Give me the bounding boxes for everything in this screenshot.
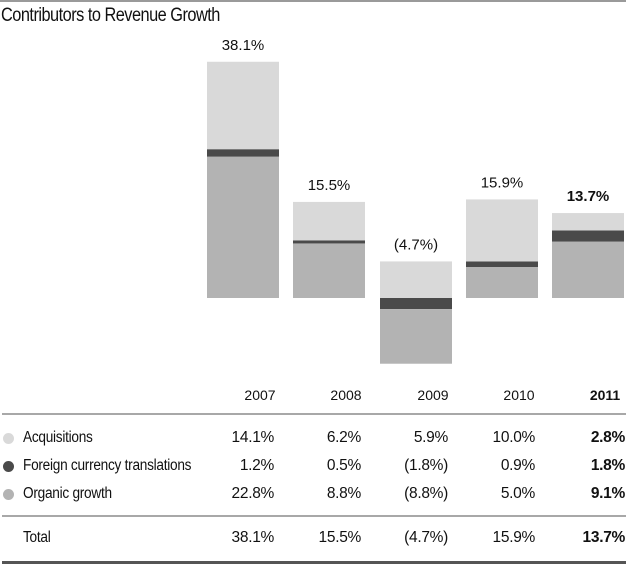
bars-group xyxy=(207,61,624,364)
cell-acquisitions-2009: 5.9% xyxy=(413,429,448,446)
bar-segment-fx-2008 xyxy=(293,240,365,244)
bar-segment-organic-2008 xyxy=(293,243,365,298)
cell-organic-2009: (8.8%) xyxy=(404,485,448,502)
cell-organic-2010: 5.0% xyxy=(500,485,535,502)
total-label-2011: 13.7% xyxy=(567,188,610,205)
legend-dot-acquisitions-icon xyxy=(3,433,14,444)
total-label-2010: 15.9% xyxy=(481,174,524,191)
row-label: Acquisitions xyxy=(23,429,93,446)
cell-total-2008: 15.5% xyxy=(318,529,362,546)
cell-acquisitions-2007: 14.1% xyxy=(231,429,275,446)
table-row-organic: Organic growth 22.8% 8.8% (8.8%) 5.0% 9.1% xyxy=(0,484,626,506)
row-label: Organic growth xyxy=(23,485,112,502)
year-label-2011: 2011 xyxy=(590,387,621,403)
bar-segment-fx-2009 xyxy=(380,298,452,310)
cell-total-2011: 13.7% xyxy=(582,529,626,546)
cell-organic-2011: 9.1% xyxy=(590,485,625,502)
total-labels-group: 38.1% 15.5% (4.7%) 15.9% 13.7% xyxy=(222,37,610,254)
bar-segment-organic-2009 xyxy=(380,309,452,364)
cell-total-2009: (4.7%) xyxy=(404,529,448,546)
table-row-acquisitions: Acquisitions 14.1% 6.2% 5.9% 10.0% 2.8% xyxy=(0,428,626,450)
total-label-2007: 38.1% xyxy=(222,37,265,54)
total-label-2009: (4.7%) xyxy=(394,236,438,253)
legend-dot-fx-icon xyxy=(3,461,14,472)
cell-total-2007: 38.1% xyxy=(231,529,275,546)
total-row: Total 38.1% 15.5% (4.7%) 15.9% 13.7% xyxy=(0,528,626,550)
table-row-fx: Foreign currency translations 1.2% 0.5% (1.… xyxy=(0,456,626,478)
cell-fx-2010: 0.9% xyxy=(500,457,535,474)
cell-organic-2007: 22.8% xyxy=(231,485,275,502)
cell-fx-2007: 1.2% xyxy=(239,457,274,474)
bar-segment-organic-2011 xyxy=(552,241,624,298)
bar-segment-fx-2010 xyxy=(466,261,538,267)
cell-fx-2008: 0.5% xyxy=(326,457,361,474)
bottom-rule xyxy=(2,561,626,564)
bar-segment-fx-2011 xyxy=(552,230,624,242)
bar-segment-organic-2007 xyxy=(207,156,279,298)
cell-total-2010: 15.9% xyxy=(492,529,536,546)
cell-fx-2011: 1.8% xyxy=(590,457,625,474)
stacked-bar-chart: 38.1%15.5%(4.7%)15.9%13.7% 2007 2008 2009 2… xyxy=(207,37,624,403)
bar-segment-acquisitions-2009 xyxy=(380,261,452,298)
bar-segment-acquisitions-2008 xyxy=(293,201,365,241)
bar-segment-organic-2010 xyxy=(466,267,538,298)
year-label-2010: 2010 xyxy=(503,387,534,403)
total-label-2008: 15.5% xyxy=(308,177,351,194)
bar-segment-fx-2007 xyxy=(207,149,279,157)
top-rule xyxy=(0,0,626,2)
year-labels-group: 2007 2008 2009 2010 2011 xyxy=(244,387,620,403)
row-label: Foreign currency translations xyxy=(23,457,192,474)
bar-segment-acquisitions-2007 xyxy=(207,61,279,150)
cell-fx-2009: (1.8%) xyxy=(404,457,448,474)
total-label: Total xyxy=(23,529,51,546)
total-divider xyxy=(2,515,626,517)
bar-segment-acquisitions-2011 xyxy=(552,213,624,231)
cell-acquisitions-2010: 10.0% xyxy=(492,429,536,446)
cell-acquisitions-2008: 6.2% xyxy=(326,429,361,446)
year-label-2008: 2008 xyxy=(330,387,361,403)
bar-segment-acquisitions-2010 xyxy=(466,199,538,262)
legend-dot-organic-icon xyxy=(3,489,14,500)
cell-organic-2008: 8.8% xyxy=(326,485,361,502)
table-header-divider xyxy=(2,413,626,415)
year-label-2007: 2007 xyxy=(244,387,275,403)
chart-title: Contributors to Revenue Growth xyxy=(1,5,220,26)
year-label-2009: 2009 xyxy=(417,387,448,403)
cell-acquisitions-2011: 2.8% xyxy=(590,429,625,446)
